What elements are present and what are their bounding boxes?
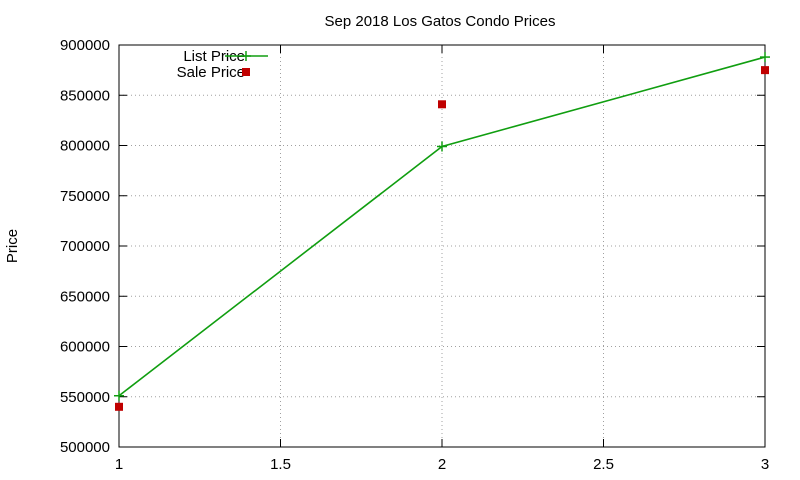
y-axis-label: Price xyxy=(4,229,21,263)
list-price-point xyxy=(114,390,124,401)
y-tick-label: 750000 xyxy=(60,188,110,205)
x-tick-label: 1.5 xyxy=(270,456,291,473)
legend-label: Sale Price xyxy=(177,64,245,81)
y-tick-label: 550000 xyxy=(60,389,110,406)
axis-ticks: 500000 550000 600000 650000 700000 750000 8000… xyxy=(60,37,769,473)
grid-lines xyxy=(119,45,765,447)
x-tick-label: 2 xyxy=(438,456,446,473)
legend-label: List Price xyxy=(183,48,245,65)
legend-swatch-marker xyxy=(242,68,250,76)
list-price-point xyxy=(437,141,447,152)
y-tick-label: 700000 xyxy=(60,238,110,255)
sale-price-point xyxy=(438,100,446,109)
sale-price-point xyxy=(115,402,123,411)
x-tick-label: 1 xyxy=(115,456,123,473)
chart-title: Sep 2018 Los Gatos Condo Prices xyxy=(325,13,556,30)
list-price-point xyxy=(760,52,770,63)
x-tick-label: 3 xyxy=(761,456,769,473)
y-tick-label: 850000 xyxy=(60,87,110,104)
series-layer xyxy=(114,52,770,411)
y-tick-label: 500000 xyxy=(60,439,110,456)
legend-swatch-marker xyxy=(241,51,251,61)
y-tick-label: 800000 xyxy=(60,138,110,155)
x-tick-label: 2.5 xyxy=(593,456,614,473)
y-tick-label: 650000 xyxy=(60,288,110,305)
y-tick-label: 900000 xyxy=(60,37,110,54)
y-tick-label: 600000 xyxy=(60,339,110,356)
sale-price-point xyxy=(761,66,769,75)
